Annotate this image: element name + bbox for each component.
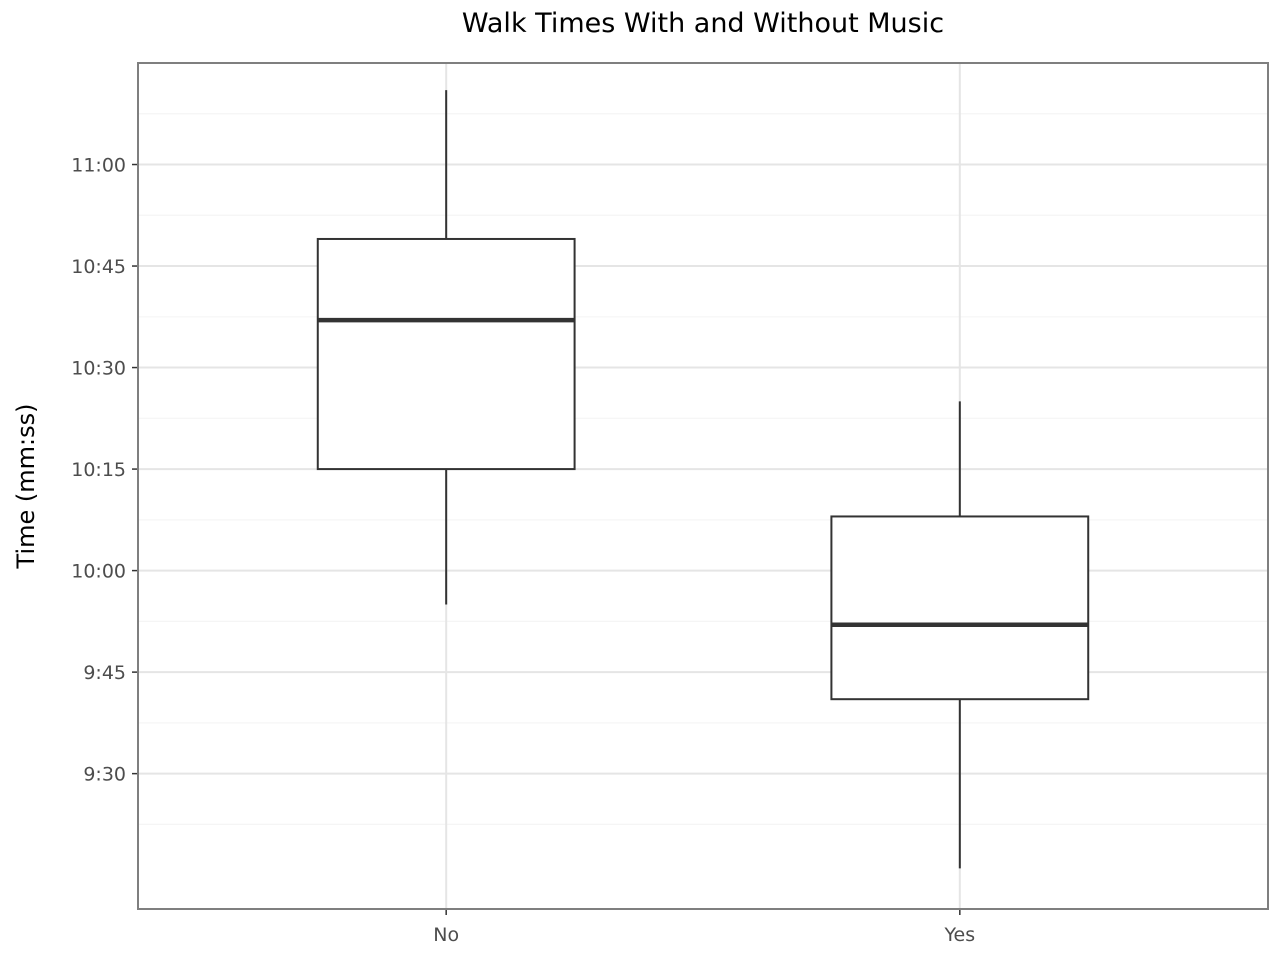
box-no (316, 237, 576, 471)
y-tick-label: 10:00 (71, 561, 126, 583)
box-yes (830, 515, 1090, 701)
y-tick-label: 9:30 (83, 764, 126, 786)
y-tick-label: 10:15 (71, 459, 126, 481)
panel-background (138, 63, 1268, 909)
grid-layer (138, 63, 1268, 909)
x-tick-label: Yes (943, 924, 975, 946)
boxes-layer (316, 90, 1090, 869)
tick-layer: 9:30 9:45 10:00 10:15 10:30 10:45 11:00 No Yes (71, 155, 975, 946)
panel-border (137, 62, 1269, 910)
x-tick-label: No (433, 924, 459, 946)
y-tick-label: 11:00 (71, 155, 126, 177)
chart-title: Walk Times With and Without Music (461, 8, 945, 39)
y-axis-title: Time (mm:ss) (12, 404, 40, 570)
y-tick-label: 10:30 (71, 358, 126, 380)
y-tick-label: 9:45 (83, 662, 126, 684)
y-tick-label: 10:45 (71, 256, 126, 278)
